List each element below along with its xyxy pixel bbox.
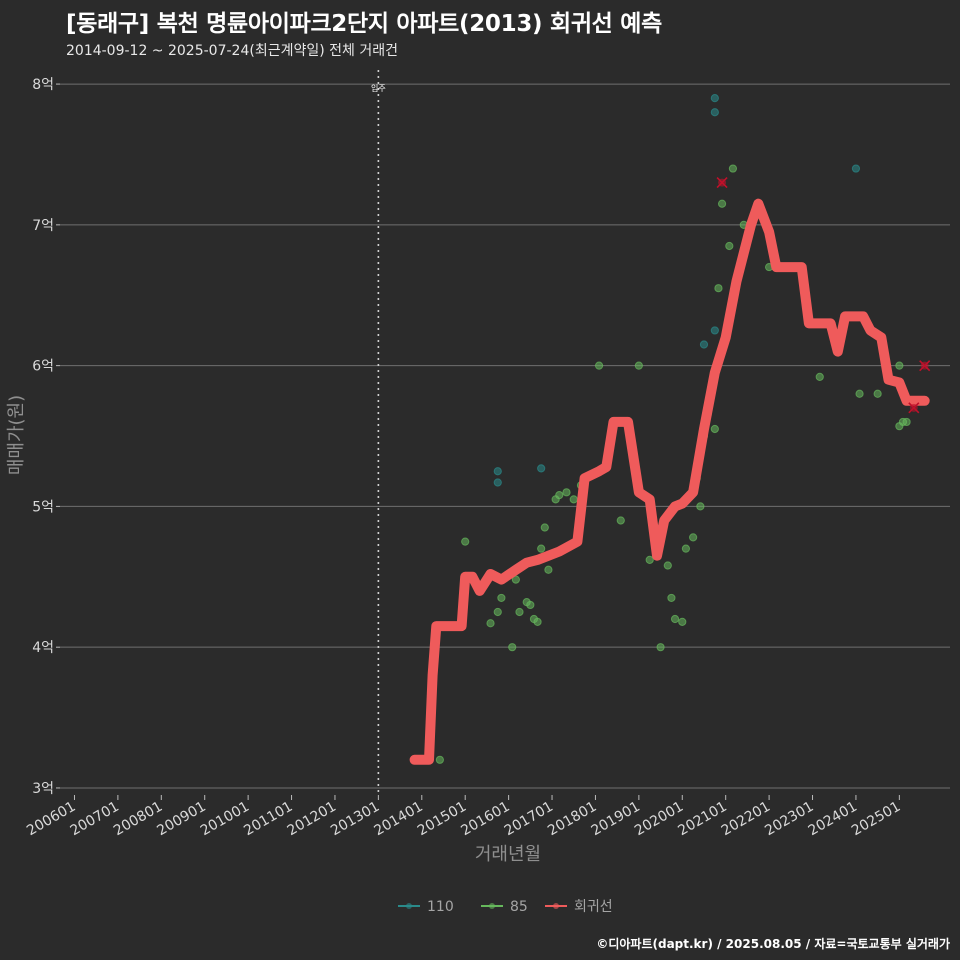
movein-label: 입주 — [371, 84, 386, 93]
y-tick-label: 5억 — [32, 499, 54, 515]
point-85 — [895, 361, 904, 370]
point-85 — [902, 417, 911, 427]
point-85 — [540, 523, 549, 532]
point-110 — [537, 464, 546, 473]
regression-line — [409, 198, 930, 765]
x-tick-label: 200601 — [24, 799, 78, 840]
point-85 — [895, 422, 904, 431]
point-110 — [493, 478, 502, 487]
x-tick-label: 201801 — [545, 799, 599, 840]
annotation-layer: 입주 — [371, 70, 386, 795]
legend-key-dot — [406, 903, 412, 909]
point-85 — [461, 537, 470, 546]
point-85 — [508, 643, 517, 652]
x-tick-label: 200801 — [111, 799, 165, 840]
legend: 110 85 회귀선 — [398, 899, 613, 915]
point-85 — [710, 424, 719, 434]
point-85 — [725, 241, 734, 251]
x-axis-title: 거래년월 — [475, 844, 541, 865]
point-110 — [710, 326, 719, 335]
x-tick-label: 202401 — [806, 799, 860, 840]
chart-title: [동래구] 복천 명륜아이파크2단지 아파트(2013) 회귀선 예측 — [66, 11, 662, 37]
point-85 — [645, 555, 654, 565]
legend-key-dot — [553, 903, 559, 909]
outlier-cross — [919, 360, 931, 372]
x-tick-label: 201701 — [502, 799, 556, 840]
y-tick-label: 7억 — [32, 218, 54, 234]
x-tick-label: 201501 — [415, 799, 469, 840]
x-tick-label: 201901 — [589, 799, 643, 840]
x-tick-label: 202301 — [762, 799, 816, 840]
legend-key-dot — [489, 903, 495, 909]
point-110 — [710, 108, 719, 117]
point-85 — [493, 607, 502, 617]
point-85 — [634, 361, 643, 370]
point-110 — [493, 467, 502, 476]
point-85 — [855, 389, 864, 398]
legend-label: 회귀선 — [574, 899, 613, 915]
footer-credit: ©디아파트(dapt.kr) / 2025.08.05 / 자료=국토교통부 실… — [596, 937, 950, 951]
y-axis-title: 매매가(원) — [6, 395, 27, 475]
x-tick-label: 201201 — [285, 799, 339, 840]
x-tick-label: 201401 — [371, 799, 425, 840]
point-110 — [851, 164, 861, 173]
x-tick-label: 202101 — [675, 799, 729, 840]
point-85 — [728, 164, 738, 173]
point-85 — [562, 488, 571, 497]
point-110 — [699, 340, 709, 349]
point-85 — [815, 372, 824, 381]
y-tick-label: 4억 — [32, 640, 54, 656]
point-85 — [656, 643, 665, 652]
point-85 — [497, 593, 506, 603]
point-85 — [537, 544, 546, 553]
point-85 — [696, 502, 705, 511]
point-85 — [667, 593, 676, 603]
legend-label: 85 — [510, 899, 528, 915]
point-85 — [681, 544, 690, 553]
point-85 — [717, 199, 727, 208]
outlier-cross — [908, 402, 920, 414]
point-85 — [873, 389, 882, 398]
point-85 — [616, 516, 625, 525]
x-tick-label: 202201 — [719, 799, 773, 840]
point-85 — [555, 491, 564, 500]
point-85 — [486, 619, 495, 628]
y-tick-label: 8억 — [32, 77, 54, 93]
point-85 — [670, 614, 680, 624]
grid-lines — [60, 83, 950, 789]
x-tick-label: 202501 — [849, 799, 903, 840]
x-tick-label: 201101 — [241, 799, 295, 840]
x-tick-label: 202001 — [632, 799, 686, 840]
point-85 — [511, 575, 520, 584]
x-tick-label: 201601 — [458, 799, 512, 840]
point-85 — [714, 284, 723, 293]
legend-label: 110 — [427, 899, 454, 915]
outlier-cross — [716, 177, 728, 189]
point-85 — [663, 561, 672, 570]
axis-layer: 3억 4억 5억 6억 7억 8억 2006012007012008012009012010… — [24, 77, 903, 839]
point-85 — [544, 565, 553, 574]
point-85 — [435, 755, 444, 764]
point-85 — [533, 617, 542, 626]
point-110 — [710, 94, 719, 103]
y-tick-label: 6억 — [32, 359, 54, 375]
chart-subtitle: 2014-09-12 ~ 2025-07-24(최근계약일) 전체 거래건 — [66, 43, 398, 59]
series-layer — [409, 94, 931, 765]
point-85 — [594, 361, 604, 370]
point-85 — [515, 607, 524, 617]
point-85 — [689, 533, 698, 542]
x-tick-label: 201001 — [198, 799, 252, 840]
x-tick-label: 200901 — [154, 799, 208, 840]
x-tick-label: 201301 — [328, 799, 382, 840]
point-85 — [678, 617, 687, 626]
y-tick-label: 3억 — [32, 781, 54, 797]
point-85 — [526, 600, 535, 610]
x-tick-label: 200701 — [68, 799, 122, 840]
point-85 — [569, 495, 578, 504]
